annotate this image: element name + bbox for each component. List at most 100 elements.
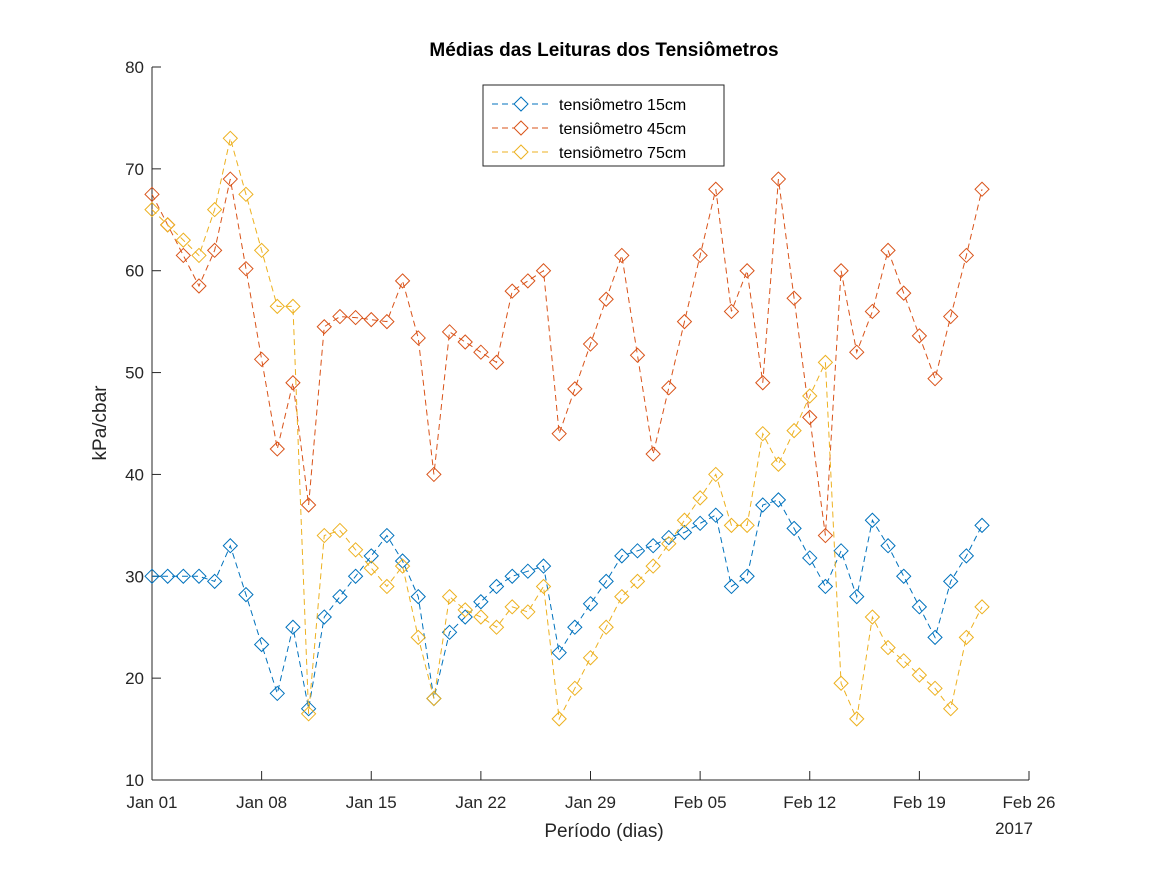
data-point: [817, 527, 834, 544]
data-point: [864, 609, 881, 625]
data-point: [802, 409, 818, 426]
data-point: [817, 578, 834, 595]
data-point: [488, 354, 505, 371]
data-point: [661, 380, 677, 396]
data-point: [802, 550, 818, 566]
data-point: [316, 319, 332, 335]
data-point: [614, 247, 630, 264]
data-point: [598, 619, 614, 635]
data-point: [504, 568, 520, 584]
data-point: [159, 217, 176, 233]
data-point: [347, 309, 364, 326]
data-point: [159, 568, 176, 584]
data-point: [645, 538, 661, 554]
data-point: [770, 492, 787, 508]
data-point: [394, 558, 411, 574]
data-point: [269, 298, 285, 315]
x-tick-label: Jan 08: [236, 793, 287, 812]
data-point: [285, 619, 301, 635]
data-point: [755, 497, 771, 513]
data-point: [723, 517, 740, 534]
series-line: [152, 499, 983, 709]
data-point: [175, 568, 192, 584]
data-point: [535, 558, 552, 574]
data-point: [739, 517, 755, 534]
data-point: [222, 538, 239, 554]
series-1: [144, 492, 990, 717]
data-point: [535, 578, 552, 595]
legend-entry-3: tensiômetro 75cm: [492, 144, 686, 162]
data-point: [942, 700, 959, 717]
data-point: [817, 354, 834, 371]
data-point: [473, 609, 489, 625]
data-point: [222, 130, 239, 147]
y-tick-label: 60: [125, 262, 144, 281]
legend-label: tensiômetro 45cm: [559, 121, 686, 138]
data-point: [833, 675, 849, 691]
data-point: [692, 247, 708, 264]
data-point: [896, 568, 912, 584]
data-point: [206, 201, 223, 218]
data-point: [942, 308, 959, 325]
series-3: [144, 130, 990, 727]
data-point: [347, 568, 364, 584]
data-point: [582, 336, 599, 352]
data-point: [488, 619, 505, 635]
data-point: [833, 263, 849, 279]
data-point: [379, 313, 395, 330]
y-ticks: 10 20 30 40 50 60 70 80: [125, 58, 161, 790]
data-point: [253, 636, 270, 653]
data-point: [316, 609, 332, 625]
data-point: [849, 588, 865, 605]
data-point: [896, 653, 912, 669]
data-point: [300, 706, 317, 722]
data-point: [175, 232, 192, 248]
data-point: [614, 588, 630, 605]
legend-marker: [513, 96, 529, 112]
y-tick-label: 70: [125, 160, 144, 179]
data-point: [849, 344, 865, 360]
data-point: [253, 351, 270, 368]
x-tick-label: Jan 15: [346, 793, 397, 812]
data-point: [629, 543, 646, 559]
data-point: [661, 535, 677, 552]
y-axis-label: kPa/cbar: [90, 385, 111, 461]
data-point: [880, 639, 896, 656]
data-point: [332, 588, 348, 605]
data-point: [786, 422, 802, 439]
data-point: [614, 548, 630, 564]
plot-series: [144, 130, 990, 727]
data-point: [958, 629, 975, 646]
x-tick-label: Jan 29: [565, 793, 616, 812]
legend-marker: [513, 120, 529, 136]
x-tick-label: Jan 22: [455, 793, 506, 812]
data-point: [206, 242, 223, 259]
data-point: [911, 328, 928, 344]
data-point: [269, 685, 285, 702]
data-point: [942, 573, 959, 590]
data-point: [802, 388, 818, 404]
data-point: [598, 573, 614, 590]
data-point: [708, 507, 724, 523]
data-point: [473, 594, 489, 610]
data-point: [520, 604, 536, 620]
legend-marker: [513, 144, 529, 160]
data-point: [144, 568, 160, 584]
data-point: [473, 344, 489, 360]
y-tick-label: 80: [125, 58, 144, 77]
legend-label: tensiômetro 15cm: [559, 97, 686, 114]
data-point: [974, 181, 990, 197]
data-point: [629, 347, 646, 363]
legend-entry-1: tensiômetro 15cm: [492, 96, 686, 114]
data-point: [551, 711, 567, 727]
x-tick-label: Feb 05: [674, 793, 727, 812]
data-point: [567, 381, 583, 397]
data-point: [441, 324, 458, 340]
data-point: [645, 446, 661, 462]
y-tick-label: 40: [125, 465, 144, 484]
data-point: [911, 599, 928, 615]
x-tick-label: Feb 26: [1003, 793, 1056, 812]
data-point: [269, 441, 285, 457]
data-point: [849, 711, 865, 727]
data-point: [629, 573, 646, 590]
